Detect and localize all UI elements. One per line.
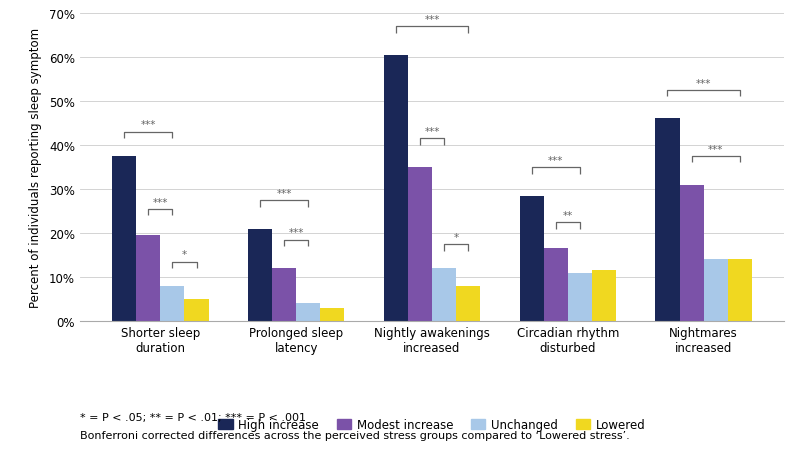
Legend: High increase, Modest increase, Unchanged, Lowered: High increase, Modest increase, Unchange… (214, 413, 650, 436)
Text: *: * (182, 250, 187, 260)
Bar (519, 196, 544, 321)
Bar (185, 299, 209, 321)
Bar (704, 260, 728, 321)
Y-axis label: Percent of individuals reporting sleep symptom: Percent of individuals reporting sleep s… (29, 28, 42, 307)
Bar (592, 271, 616, 321)
Bar (320, 308, 345, 321)
Text: *: * (454, 232, 458, 242)
Text: ***: *** (153, 197, 168, 207)
Bar (272, 269, 296, 321)
Text: * = P < .05; ** = P < .01; *** = P < .001: * = P < .05; ** = P < .01; *** = P < .00… (80, 412, 306, 422)
Text: **: ** (562, 210, 573, 220)
Bar (408, 168, 432, 321)
Bar (384, 56, 408, 321)
Bar (432, 269, 456, 321)
Bar (160, 286, 185, 321)
Text: ***: *** (424, 15, 440, 25)
Bar (136, 235, 160, 321)
Bar (655, 119, 679, 321)
Text: ***: *** (276, 188, 292, 198)
Text: ***: *** (708, 145, 723, 154)
Text: ***: *** (289, 228, 304, 238)
Text: ***: *** (696, 78, 711, 89)
Bar (728, 260, 752, 321)
Text: ***: *** (548, 155, 563, 165)
Bar (456, 286, 480, 321)
Bar (544, 249, 568, 321)
Text: ***: *** (141, 120, 156, 130)
Bar (112, 157, 136, 321)
Text: ***: *** (424, 127, 440, 137)
Bar (248, 229, 272, 321)
Bar (296, 304, 320, 321)
Bar (568, 273, 592, 321)
Bar (679, 185, 704, 321)
Text: Bonferroni corrected differences across the perceived stress groups compared to : Bonferroni corrected differences across … (80, 431, 630, 440)
